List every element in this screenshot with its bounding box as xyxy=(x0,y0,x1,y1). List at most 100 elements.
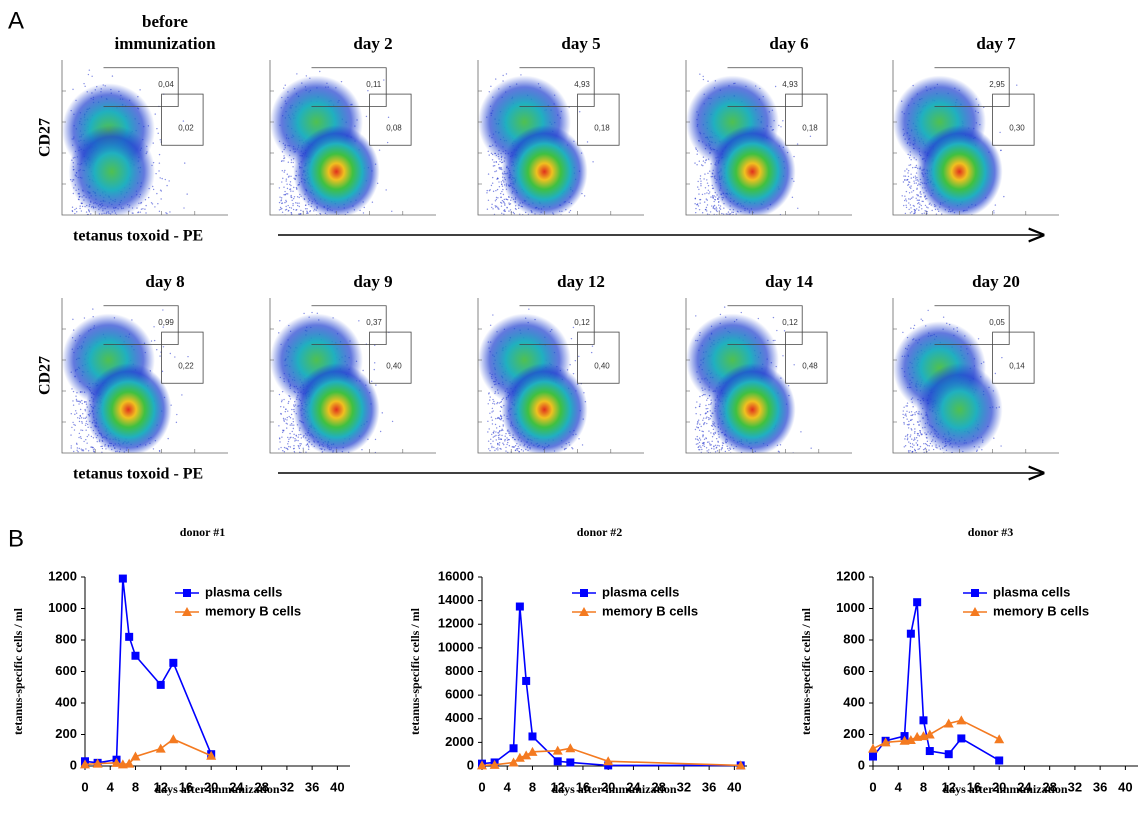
event-dot xyxy=(907,179,908,180)
gate-lower xyxy=(162,332,204,383)
event-dot xyxy=(999,132,1000,133)
y-axis-label: CD27 xyxy=(37,118,54,157)
gate-value: 0,99 xyxy=(158,318,174,327)
event-dot xyxy=(699,209,700,210)
event-dot xyxy=(699,73,700,74)
event-dot xyxy=(70,434,71,435)
event-dot xyxy=(696,154,697,155)
event-dot xyxy=(497,178,498,179)
event-dot xyxy=(282,212,283,213)
event-dot xyxy=(703,76,704,77)
event-dot xyxy=(725,451,726,452)
event-dot xyxy=(388,117,389,118)
event-dot xyxy=(81,421,82,422)
event-dot xyxy=(499,426,500,427)
main-population xyxy=(85,363,171,456)
event-dot xyxy=(906,418,907,419)
event-dot xyxy=(505,450,506,451)
event-dot xyxy=(161,190,162,191)
event-dot xyxy=(494,165,495,166)
flow-plot: 0,110,08 xyxy=(270,60,436,218)
event-dot xyxy=(778,451,779,452)
event-dot xyxy=(287,437,288,438)
gate-lower xyxy=(578,332,620,383)
event-dot xyxy=(361,449,362,450)
event-dot xyxy=(720,205,721,206)
event-dot xyxy=(281,436,282,437)
event-dot xyxy=(911,419,912,420)
event-dot xyxy=(587,141,588,142)
event-dot xyxy=(715,199,716,200)
event-dot xyxy=(306,444,307,445)
event-dot xyxy=(298,436,299,437)
event-dot xyxy=(290,446,291,447)
main-population xyxy=(709,125,795,218)
event-dot xyxy=(493,410,494,411)
gate-value: 0,48 xyxy=(802,361,818,370)
event-dot xyxy=(294,451,295,452)
event-dot xyxy=(729,213,730,214)
event-dot xyxy=(283,419,284,420)
event-dot xyxy=(491,411,492,412)
event-dot xyxy=(705,187,706,188)
event-dot xyxy=(918,202,919,203)
plot-title: day 7 xyxy=(976,34,1016,53)
event-dot xyxy=(907,438,908,439)
event-dot xyxy=(906,168,907,169)
gate-value: 2,95 xyxy=(989,80,1005,89)
event-dot xyxy=(707,81,708,82)
event-dot xyxy=(363,212,364,213)
event-dot xyxy=(383,79,384,80)
event-dot xyxy=(914,433,915,434)
event-dot xyxy=(498,432,499,433)
event-dot xyxy=(153,189,154,190)
event-dot xyxy=(917,434,918,435)
event-dot xyxy=(306,75,307,76)
event-dot xyxy=(281,401,282,402)
main-population xyxy=(501,363,587,456)
event-dot xyxy=(914,211,915,212)
event-dot xyxy=(698,205,699,206)
event-dot xyxy=(85,430,86,431)
event-dot xyxy=(289,184,290,185)
event-dot xyxy=(919,448,920,449)
event-dot xyxy=(285,209,286,210)
event-dot xyxy=(279,441,280,442)
event-dot xyxy=(282,178,283,179)
event-dot xyxy=(697,443,698,444)
event-dot xyxy=(728,211,729,212)
main-population xyxy=(293,125,379,218)
event-dot xyxy=(719,207,720,208)
event-dot xyxy=(288,416,289,417)
event-dot xyxy=(713,197,714,198)
event-dot xyxy=(159,177,160,178)
gate-lower xyxy=(162,94,204,145)
event-dot xyxy=(708,441,709,442)
event-dot xyxy=(916,208,917,209)
event-dot xyxy=(385,189,386,190)
event-dot xyxy=(904,423,905,424)
event-dot xyxy=(707,411,708,412)
event-dot xyxy=(707,182,708,183)
event-dot xyxy=(917,195,918,196)
event-dot xyxy=(112,75,113,76)
event-dot xyxy=(776,330,777,331)
event-dot xyxy=(494,436,495,437)
event-dot xyxy=(910,207,911,208)
event-dot xyxy=(698,189,699,190)
event-dot xyxy=(698,446,699,447)
event-dot xyxy=(919,204,920,205)
event-dot xyxy=(500,193,501,194)
event-dot xyxy=(907,172,908,173)
event-dot xyxy=(793,156,794,157)
event-dot xyxy=(514,446,515,447)
event-dot xyxy=(910,188,911,189)
event-dot xyxy=(501,183,502,184)
event-dot xyxy=(914,209,915,210)
event-dot xyxy=(288,441,289,442)
event-dot xyxy=(909,186,910,187)
event-dot xyxy=(73,451,74,452)
event-dot xyxy=(933,449,934,450)
event-dot xyxy=(910,328,911,329)
event-dot xyxy=(82,422,83,423)
